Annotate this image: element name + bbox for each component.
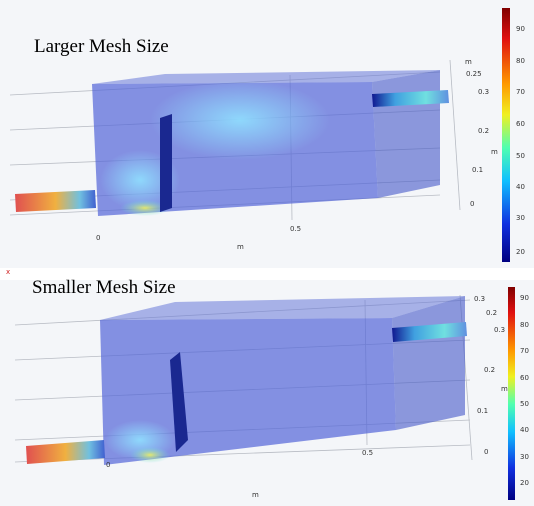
colorbar-tick: 90 <box>516 25 525 33</box>
axis-label: m <box>237 243 244 251</box>
colorbar-tick: 80 <box>516 57 525 65</box>
axis-label: 0.5 <box>362 449 373 457</box>
box-side <box>372 70 440 198</box>
axis-label: 0.25 <box>466 70 482 78</box>
axis-label: m <box>465 58 472 66</box>
axis-label: 0.1 <box>472 166 483 174</box>
colorbar-tick: 70 <box>520 347 529 355</box>
axis-label: 0.3 <box>474 295 485 303</box>
axis-label: 0.2 <box>484 366 495 374</box>
colorbar-tick: 70 <box>516 88 525 96</box>
colorbar-tick: 60 <box>516 120 525 128</box>
colorbar-tick: 40 <box>520 426 529 434</box>
axis-label: 0 <box>96 234 100 242</box>
axis-label: 0.2 <box>478 127 489 135</box>
axis-label: 0.5 <box>290 225 301 233</box>
colorbar-tick: 50 <box>520 400 529 408</box>
axis-label: 0.3 <box>494 326 505 334</box>
colorbar-tick: 50 <box>516 152 525 160</box>
panel-large-mesh: Larger Mesh Size 90 80 70 60 50 40 30 20… <box>0 0 534 268</box>
colorbar-tick: 60 <box>520 374 529 382</box>
baffle <box>160 114 172 212</box>
colorbar-tick: 90 <box>520 294 529 302</box>
colorbar-tick: 80 <box>520 321 529 329</box>
figure: Larger Mesh Size 90 80 70 60 50 40 30 20… <box>0 0 534 506</box>
axis-label: 0.3 <box>478 88 489 96</box>
panel-small-mesh: Smaller Mesh Size 90 80 70 60 50 40 30 2… <box>0 277 534 506</box>
colorbar <box>502 8 510 262</box>
colorbar-tick: 20 <box>520 479 529 487</box>
axis-marker: x <box>6 268 10 276</box>
flow-region <box>150 80 330 160</box>
axis-label: 0 <box>484 448 488 456</box>
colorbar <box>508 287 515 500</box>
axis-label: 0.1 <box>477 407 488 415</box>
colorbar-tick: 30 <box>516 214 525 222</box>
axis-label: 0 <box>470 200 474 208</box>
colorbar-tick: 30 <box>520 453 529 461</box>
colorbar-tick: 20 <box>516 248 525 256</box>
colorbar-tick: 40 <box>516 183 525 191</box>
axis-label: 0.2 <box>486 309 497 317</box>
box-side <box>392 296 465 430</box>
flow-region <box>130 447 170 463</box>
panel-title: Larger Mesh Size <box>34 36 169 57</box>
page: Larger Mesh Size 90 80 70 60 50 40 30 20… <box>0 0 534 506</box>
panel-title: Smaller Mesh Size <box>32 277 176 298</box>
axis-label: m <box>252 491 259 499</box>
axis-label: m <box>491 148 498 156</box>
axis-label: 0 <box>106 461 110 469</box>
axis-label: m <box>501 385 508 393</box>
